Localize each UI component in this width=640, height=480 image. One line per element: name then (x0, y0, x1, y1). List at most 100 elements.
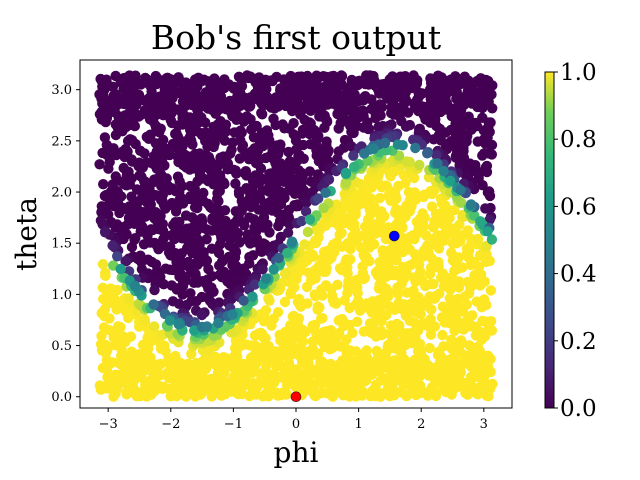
scatter-point (465, 199, 477, 210)
scatter-point (433, 256, 444, 268)
scatter-point (97, 259, 109, 270)
x-tick-label: 0 (292, 417, 300, 432)
scatter-point (472, 136, 483, 147)
scatter-point (487, 103, 498, 114)
scatter-point (376, 206, 387, 217)
scatter-point (116, 344, 127, 355)
scatter-point (118, 331, 129, 342)
scatter-point (409, 317, 420, 328)
scatter-point (112, 251, 123, 262)
scatter-point (371, 345, 382, 357)
scatter-point (96, 330, 107, 342)
scatter-point (382, 222, 393, 233)
scatter-point (201, 321, 213, 332)
scatter-point (162, 72, 173, 84)
scatter-point (209, 73, 220, 84)
scatter-point (298, 153, 309, 164)
scatter-point (384, 391, 396, 402)
scatter-point (381, 309, 392, 321)
scatter-point (215, 97, 227, 109)
scatter-point (301, 197, 312, 208)
scatter-point (176, 77, 187, 88)
scatter-point (404, 156, 415, 168)
scatter-point (410, 142, 421, 154)
scatter-point (400, 121, 412, 132)
scatter-point (419, 354, 430, 365)
scatter-point (467, 310, 478, 321)
scatter-point (232, 102, 243, 113)
chart-title: Bob's first output (151, 18, 441, 57)
scatter-point (264, 227, 275, 238)
scatter-point (461, 299, 472, 310)
x-tick-label: −1 (224, 417, 243, 432)
scatter-point (319, 122, 330, 133)
scatter-point (184, 112, 196, 123)
scatter-point (194, 99, 206, 111)
scatter-point (126, 241, 138, 253)
scatter-point (340, 167, 352, 179)
scatter-point (241, 170, 252, 181)
scatter-point (432, 349, 444, 361)
scatter-point (328, 364, 340, 376)
scatter-point (220, 119, 232, 130)
scatter-point (307, 320, 318, 331)
scatter-point (437, 329, 448, 341)
scatter-point (149, 321, 160, 332)
x-axis-label: phi (274, 436, 319, 469)
scatter-point (453, 252, 464, 263)
scatter-point (147, 92, 158, 104)
scatter-point (176, 108, 188, 119)
scatter-point (350, 346, 362, 357)
scatter-point (434, 288, 445, 299)
scatter-point (425, 314, 436, 325)
scatter-point (343, 276, 354, 287)
colorbar-tick-label: 1.0 (560, 60, 597, 86)
scatter-point (390, 204, 402, 215)
scatter-point (479, 294, 490, 305)
scatter-point (294, 293, 305, 305)
scatter-point (387, 370, 399, 381)
scatter-point (99, 304, 111, 315)
scatter-point (165, 250, 176, 261)
scatter-point (99, 227, 111, 238)
scatter-point (274, 329, 285, 341)
x-tick-label: −3 (99, 417, 118, 432)
scatter-point (485, 316, 497, 327)
scatter-point (200, 135, 211, 147)
scatter-point (393, 297, 404, 309)
colorbar-ticks: 0.0 0.2 0.4 0.6 0.8 1.0 (554, 60, 597, 422)
scatter-point (119, 151, 130, 163)
scatter-point (129, 280, 141, 291)
scatter-point (188, 277, 200, 288)
scatter-point (263, 293, 274, 304)
scatter-point (177, 289, 188, 300)
scatter-point (189, 74, 201, 85)
scatter-point (97, 147, 108, 159)
scatter-point (155, 96, 166, 108)
scatter-point (359, 148, 370, 159)
scatter-point (457, 262, 468, 273)
scatter-point (213, 317, 224, 329)
scatter-point (406, 380, 417, 392)
scatter-point (217, 132, 228, 143)
scatter-point (378, 373, 389, 384)
scatter-point (126, 191, 137, 202)
scatter-point (425, 329, 437, 340)
scatter-point (238, 116, 249, 127)
scatter-point (170, 128, 181, 140)
scatter-point (160, 203, 171, 214)
scatter-point (316, 388, 327, 399)
scatter-point (390, 337, 401, 348)
scatter-point (388, 358, 399, 370)
scatter-point (415, 345, 427, 356)
scatter-point (148, 299, 159, 310)
scatter-point (219, 205, 231, 216)
scatter-point (485, 353, 496, 365)
y-tick-label: 1.5 (51, 237, 72, 252)
scatter-point (413, 386, 424, 397)
scatter-point (417, 208, 428, 219)
x-tick-label: −2 (161, 417, 180, 432)
scatter-point (110, 70, 121, 82)
scatter-point (352, 295, 364, 306)
